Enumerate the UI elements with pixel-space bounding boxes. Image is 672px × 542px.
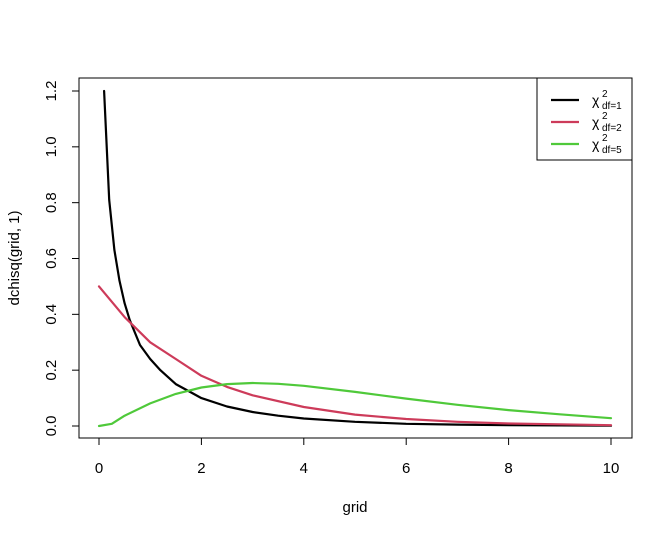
legend-label-superscript: 2: [602, 89, 608, 100]
x-tick-label: 10: [603, 460, 620, 477]
y-axis: 0.0 0.2 0.4 0.6 0.8 1.0 1.2: [43, 81, 80, 437]
y-tick-label: 0.8: [43, 192, 60, 213]
legend-label-subscript: df=2: [602, 123, 622, 134]
x-axis: 0 2 4 6 8 10: [95, 437, 620, 477]
series-layer: [97, 89, 613, 428]
x-tick-label: 4: [300, 460, 308, 477]
y-tick-label: 0.2: [43, 360, 60, 381]
series-line-3: [97, 381, 613, 428]
y-tick-label: 0.6: [43, 248, 60, 269]
x-tick-label: 6: [402, 460, 410, 477]
y-tick-label: 0.0: [43, 416, 60, 437]
y-axis-title: dchisq(grid, 1): [6, 210, 23, 305]
legend-box: [536, 77, 633, 161]
legend-label-subscript: df=5: [602, 145, 622, 156]
y-tick-label: 1.2: [43, 81, 60, 102]
legend: χ 2df=1χ 2df=2χ 2df=5: [536, 77, 633, 161]
legend-label-subscript: df=1: [602, 101, 622, 112]
legend-label-superscript: 2: [602, 133, 608, 144]
legend-label-symbol: χ: [592, 136, 600, 152]
x-tick-label: 8: [504, 460, 512, 477]
x-axis-title: grid: [342, 499, 367, 516]
series-line-1: [102, 89, 613, 427]
y-tick-label: 1.0: [43, 136, 60, 157]
series-line-2: [97, 285, 613, 427]
legend-label-symbol: χ: [592, 92, 600, 108]
x-tick-label: 0: [95, 460, 103, 477]
legend-label-symbol: χ: [592, 114, 600, 130]
x-tick-label: 2: [197, 460, 205, 477]
y-tick-label: 0.4: [43, 304, 60, 325]
legend-label-superscript: 2: [602, 111, 608, 122]
